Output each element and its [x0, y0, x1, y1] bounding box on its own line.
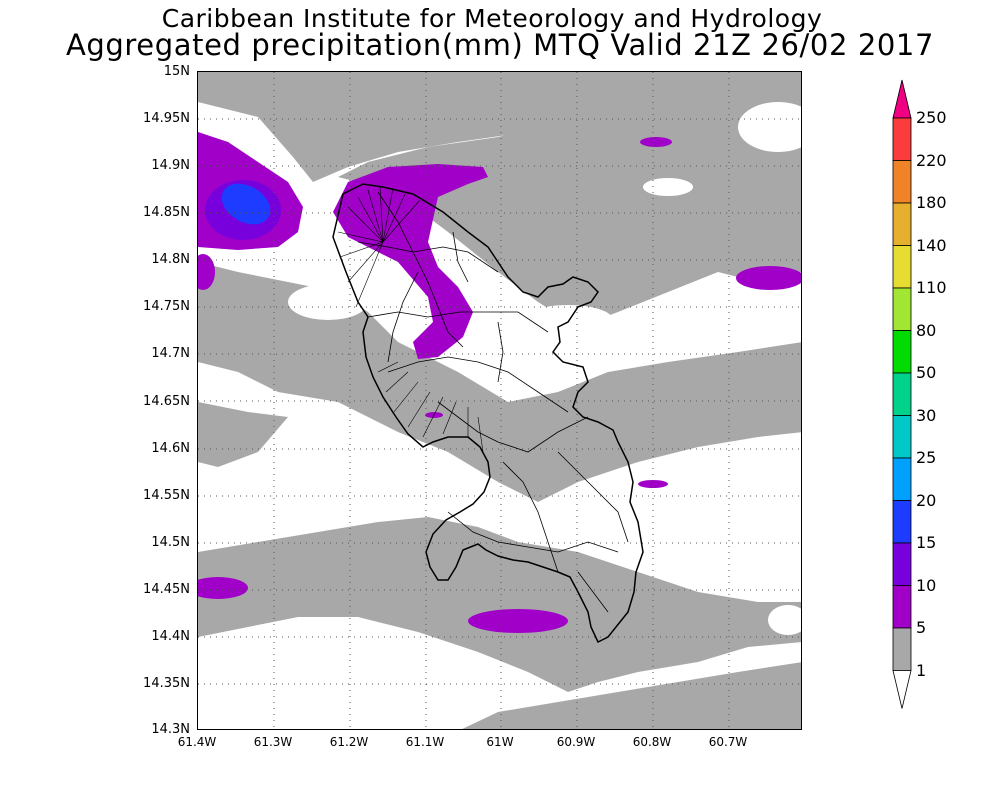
colorbar-level-label: 10: [916, 575, 937, 595]
lon-label: 60.9W: [556, 735, 596, 749]
colorbar-top-arrow: [892, 79, 912, 119]
colorbar-swatch: [892, 500, 912, 544]
colorbar-swatch: [892, 372, 912, 416]
lat-label: 14.55N: [143, 488, 190, 503]
island-outline: [332, 183, 644, 644]
lat-label: 14.6N: [151, 441, 190, 456]
colorbar-level-label: 80: [916, 320, 937, 340]
colorbar-swatch: [892, 627, 912, 671]
lat-label: 14.3N: [151, 722, 190, 737]
lon-label: 61W: [486, 735, 514, 749]
dry-area-west: [288, 284, 368, 320]
dry-area-ne-2: [643, 178, 693, 196]
lat-label: 14.4N: [151, 629, 190, 644]
island-martinique: [332, 183, 644, 644]
precip-area-ne-small: [640, 137, 672, 147]
colorbar-swatch: [892, 585, 912, 629]
precip-area-south-center: [468, 609, 568, 633]
colorbar-swatches: [892, 79, 912, 709]
precip-area-south: [462, 662, 801, 729]
colorbar-level-label: 25: [916, 448, 937, 467]
colorbar-level-label: 20: [916, 490, 937, 510]
lat-label: 14.8N: [151, 252, 190, 267]
lon-label: 61.1W: [405, 735, 445, 749]
colorbar-swatch: [892, 117, 912, 161]
colorbar-level-label: 1: [916, 660, 927, 680]
precip-area-east-small: [638, 480, 668, 488]
colorbar-level-label: 220: [916, 150, 947, 170]
lat-label: 14.45N: [143, 582, 190, 597]
colorbar-swatch: [892, 160, 912, 204]
lon-label: 61.2W: [329, 735, 369, 749]
precip-area-north-purple: [333, 164, 488, 359]
colorbar-level-label: 50: [916, 363, 937, 382]
lat-label: 14.75N: [143, 299, 190, 314]
colorbar: [892, 79, 912, 709]
lon-label: 60.7W: [708, 735, 748, 749]
precip-area-nw-blue: [221, 183, 271, 225]
precip-level-1-areas: [198, 72, 801, 729]
lat-label: 14.9N: [151, 158, 190, 173]
colorbar-swatch: [892, 202, 912, 246]
lat-label: 14.95N: [143, 111, 190, 126]
precip-area-west-edge: [198, 254, 215, 290]
institute-title: Caribbean Institute for Meteorology and …: [161, 4, 823, 33]
colorbar-level-label: 15: [916, 533, 937, 552]
lat-label: 14.85N: [143, 205, 190, 220]
colorbar-swatch: [892, 245, 912, 289]
lat-label: 14.5N: [151, 535, 190, 550]
lat-label: 15N: [163, 64, 190, 79]
colorbar-level-label: 140: [916, 235, 947, 255]
lat-label: 14.7N: [151, 346, 190, 361]
lon-label: 61.3W: [253, 735, 293, 749]
product-title: Aggregated precipitation(mm) MTQ Valid 2…: [65, 28, 935, 62]
colorbar-swatch: [892, 330, 912, 374]
lat-label: 14.35N: [143, 676, 190, 691]
dry-area-east: [523, 305, 613, 335]
precip-area-central-west: [198, 262, 801, 502]
colorbar-swatch: [892, 542, 912, 586]
colorbar-level-label: 110: [916, 278, 947, 297]
colorbar-swatch: [892, 415, 912, 459]
river-network: [337, 186, 484, 453]
lon-label: 60.8W: [632, 735, 672, 749]
map-panel: [197, 71, 802, 730]
colorbar-bottom-arrow: [892, 670, 912, 709]
colorbar-level-label: 250: [916, 108, 947, 127]
colorbar-level-label: 180: [916, 193, 947, 212]
colorbar-swatch: [892, 287, 912, 331]
precipitation-map: [198, 72, 801, 729]
lon-label: 61.4W: [177, 735, 217, 749]
precip-area-south-west: [198, 517, 801, 692]
precip-area-north-east: [338, 72, 801, 327]
commune-borders: [357, 191, 629, 613]
dry-area-se: [768, 605, 801, 635]
graticule: [198, 72, 801, 729]
lat-label: 14.65N: [143, 394, 190, 409]
colorbar-level-label: 30: [916, 405, 937, 425]
precip-area-sw-left: [198, 577, 248, 599]
precip-level-15-areas: [221, 183, 271, 225]
colorbar-swatch: [892, 457, 912, 501]
precip-area-west-mid: [198, 402, 288, 467]
dry-area-ne-1: [738, 102, 801, 152]
dry-areas: [288, 102, 801, 635]
precip-area-east-right: [736, 266, 801, 290]
colorbar-level-label: 5: [916, 618, 927, 637]
